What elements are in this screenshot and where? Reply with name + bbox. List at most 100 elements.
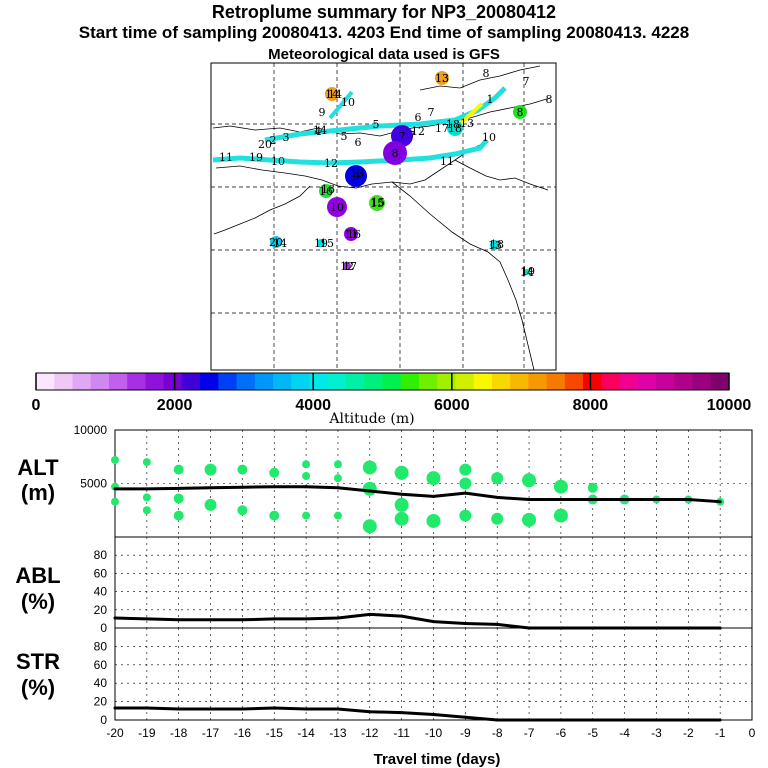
- y-tick-label: 60: [94, 658, 108, 672]
- str-data-point: [336, 707, 340, 711]
- map-day-label: 20: [258, 138, 272, 151]
- altitude-spread-point: [302, 511, 311, 520]
- str-label-top: STR: [16, 649, 60, 674]
- y-tick-label: 0: [100, 713, 107, 727]
- abl-data-point: [336, 616, 340, 620]
- colorbar-swatch: [54, 373, 73, 390]
- x-tick-label: -13: [329, 726, 347, 740]
- map-day-label: 16: [321, 183, 335, 196]
- colorbar-swatch: [583, 373, 602, 390]
- altitude-spread-point: [491, 472, 504, 485]
- colorbar-swatch: [309, 373, 329, 390]
- x-tick-label: -17: [202, 726, 220, 740]
- chart-title: Retroplume summary for NP3_20080412: [211, 2, 557, 22]
- colorbar-swatch: [218, 373, 238, 390]
- alt-data-point: [686, 498, 690, 502]
- map-frame: [210, 62, 557, 371]
- colorbar-swatch: [400, 373, 420, 390]
- map-day-label: 14: [273, 237, 287, 250]
- colorbar-swatch: [656, 373, 675, 390]
- colorbar-swatch: [674, 373, 694, 390]
- str-data-point: [304, 707, 308, 711]
- altitude-spread-point: [269, 467, 280, 478]
- y-tick-label: 0: [100, 621, 107, 635]
- colorbar-swatch: [236, 373, 256, 390]
- abl-data-point: [145, 617, 149, 621]
- colorbar-swatch: [473, 373, 493, 390]
- str-data-point: [718, 718, 722, 722]
- plume-point-label: 8: [517, 106, 524, 119]
- plume-point-label: 9: [353, 170, 360, 183]
- str-data-point: [591, 718, 595, 722]
- plume-point: [319, 184, 333, 198]
- map-day-label: 15: [320, 237, 334, 250]
- map-day-label: 9: [319, 106, 326, 119]
- plume-point-label: 13: [435, 72, 449, 85]
- alt-data-point: [527, 498, 531, 502]
- altitude-spread-point: [302, 472, 311, 481]
- x-axis-label: Travel time (days): [374, 751, 501, 768]
- str-data-point: [527, 718, 531, 722]
- altitude-spread-point: [459, 477, 472, 490]
- alt-data-point: [654, 498, 658, 502]
- abl-label-bottom: (%): [21, 589, 55, 614]
- str-data-point: [145, 706, 149, 710]
- map-day-label: 2: [270, 134, 277, 147]
- altitude-spread-point: [269, 510, 280, 521]
- map-day-label: 17: [343, 260, 357, 273]
- colorbar-swatch: [273, 373, 292, 390]
- altitude-spread-point: [237, 464, 248, 475]
- map-day-label: 12: [411, 125, 425, 138]
- y-tick-label: 80: [94, 548, 108, 562]
- altitude-spread-point: [111, 497, 119, 506]
- x-tick-label: -5: [587, 726, 598, 740]
- map-day-label: 3: [283, 131, 290, 144]
- map-day-label: 6: [355, 136, 362, 149]
- colorbar-swatch: [181, 373, 201, 390]
- colorbar-swatch: [619, 373, 639, 390]
- map-day-label: 10: [482, 131, 496, 144]
- alt-data-point: [145, 487, 149, 491]
- alt-data-point: [623, 498, 627, 502]
- altitude-spread-point: [333, 474, 342, 483]
- colorbar-title: Altitude (m): [328, 411, 414, 427]
- map-day-label: 10: [341, 96, 355, 109]
- str-data-point: [272, 706, 276, 710]
- str-data-point: [400, 711, 404, 715]
- altitude-spread-point: [237, 505, 248, 516]
- str-data-point: [368, 710, 372, 714]
- map-day-label: 7: [428, 106, 435, 119]
- plume-point: [325, 87, 339, 101]
- abl-data-point: [240, 618, 244, 622]
- colorbar-swatch: [437, 373, 456, 390]
- colorbar-tick-label: 8000: [573, 397, 609, 414]
- y-tick-label: 10000: [74, 423, 108, 437]
- str-data-point: [240, 707, 244, 711]
- alt-data-point: [718, 500, 722, 504]
- y-tick-label: 60: [94, 566, 108, 580]
- colorbar-swatch: [601, 373, 621, 390]
- altitude-spread-point: [362, 460, 377, 475]
- y-tick-label: 80: [94, 639, 108, 653]
- altitude-spread-point: [394, 511, 409, 526]
- colorbar-swatch: [346, 373, 365, 390]
- plume-point-label: 15: [370, 197, 384, 210]
- plume-path-high: [264, 86, 507, 143]
- colorbar-swatch: [637, 373, 657, 390]
- plume-point: [490, 240, 500, 250]
- alt-data-point: [463, 491, 467, 495]
- colorbar-ticks: 0 2000 4000 6000 8000 10000: [32, 373, 751, 414]
- x-tick-label: -20: [106, 726, 124, 740]
- alt-data-point: [368, 489, 372, 493]
- abl-panel: 0 20 40 60 80: [94, 536, 753, 635]
- plume-point: [327, 197, 347, 217]
- altitude-spread-point: [302, 460, 311, 469]
- colorbar-swatch: [327, 373, 347, 390]
- x-tick-label: -14: [297, 726, 315, 740]
- altitude-spread-point: [173, 510, 184, 521]
- str-data-point: [209, 707, 213, 711]
- plume-point-label: 20: [269, 236, 283, 249]
- plume-point-label: 18: [448, 122, 462, 135]
